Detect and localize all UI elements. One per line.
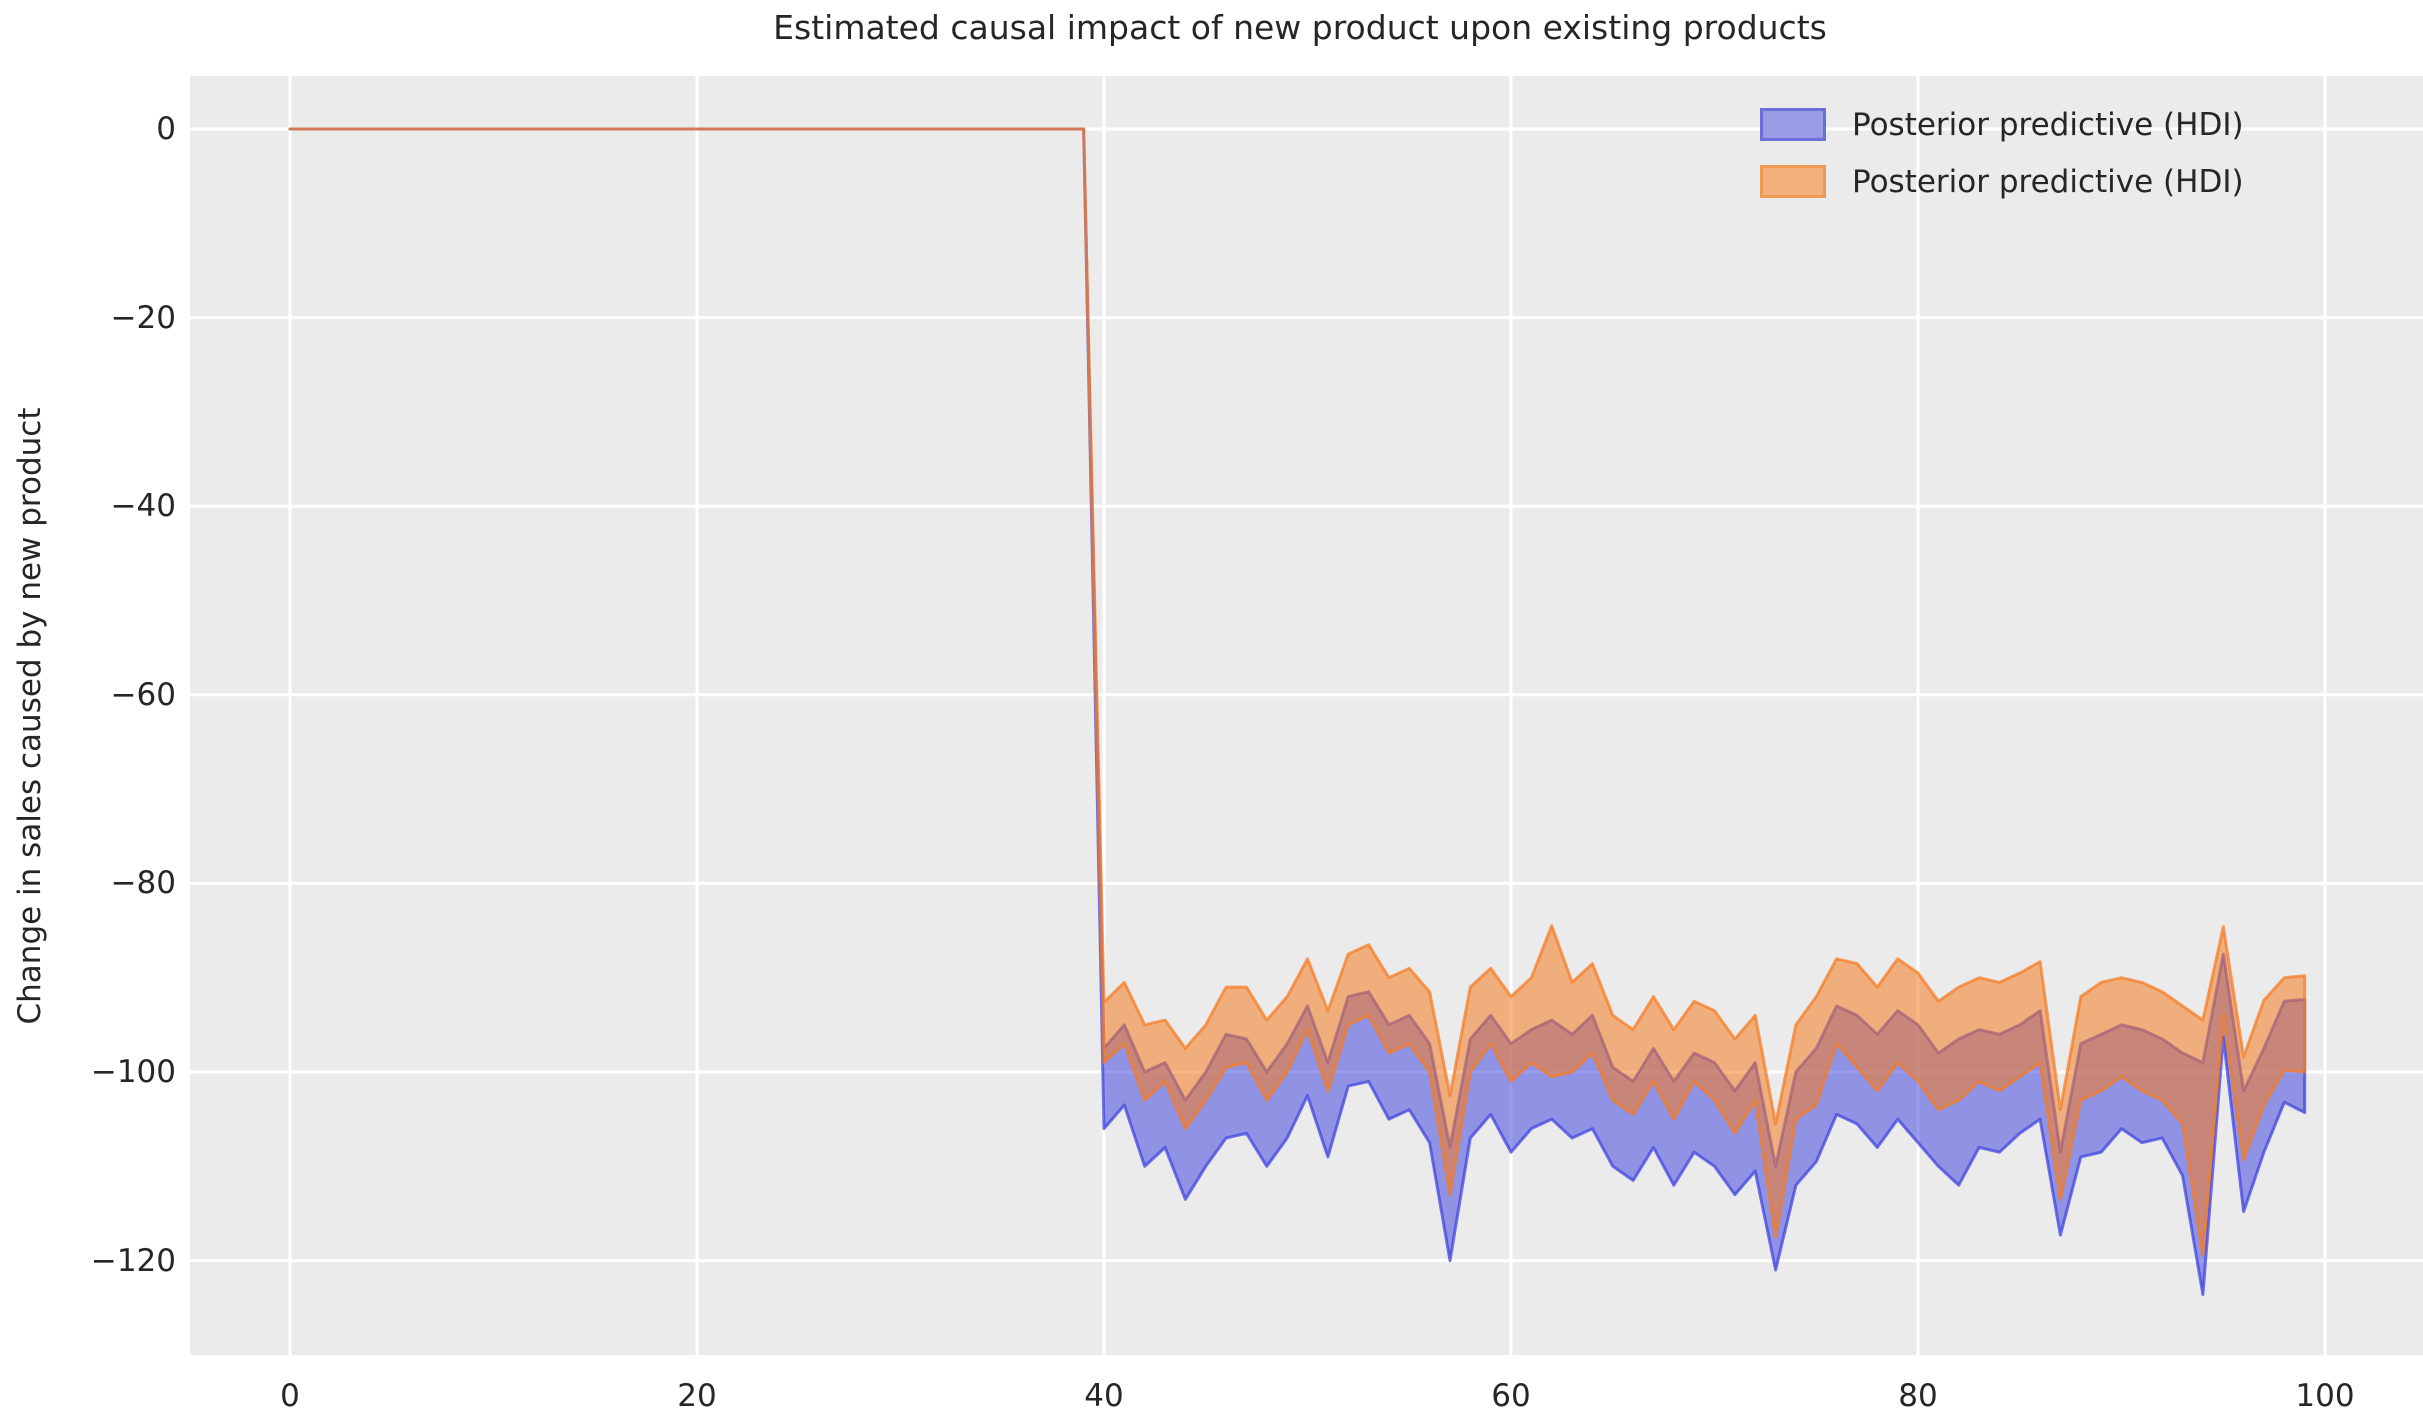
hdi-bands	[288, 127, 2307, 1296]
x-tick-label: 0	[280, 1378, 300, 1414]
orange-hdi-swatch-icon	[1760, 165, 1826, 198]
x-tick-label: 40	[1084, 1378, 1124, 1414]
x-tick-label: 80	[1898, 1378, 1938, 1414]
plot-area	[190, 76, 2423, 1355]
legend: Posterior predictive (HDI) Posterior pre…	[1760, 96, 2244, 210]
legend-item-orange-hdi: Posterior predictive (HDI)	[1760, 153, 2244, 210]
y-tick-label: −40	[110, 488, 176, 525]
legend-item-blue-hdi: Posterior predictive (HDI)	[1760, 96, 2244, 153]
posterior-predictive-band-orange	[288, 127, 2307, 1257]
x-tick-label: 100	[2295, 1378, 2355, 1414]
gridlines	[190, 76, 2423, 1355]
y-tick-label: −80	[110, 865, 176, 902]
y-tick-label: −60	[110, 676, 176, 713]
y-tick-label: −100	[90, 1054, 176, 1090]
legend-label: Posterior predictive (HDI)	[1852, 106, 2244, 143]
legend-label: Posterior predictive (HDI)	[1852, 163, 2244, 200]
x-tick-label: 20	[677, 1378, 717, 1414]
blue-hdi-swatch-icon	[1760, 108, 1826, 141]
x-tick-label: 60	[1491, 1378, 1531, 1414]
y-tick-label: −120	[90, 1242, 176, 1279]
y-tick-label: −20	[110, 299, 176, 336]
y-tick-label: 0	[156, 111, 176, 147]
chart-title: Estimated causal impact of new product u…	[773, 8, 1827, 47]
